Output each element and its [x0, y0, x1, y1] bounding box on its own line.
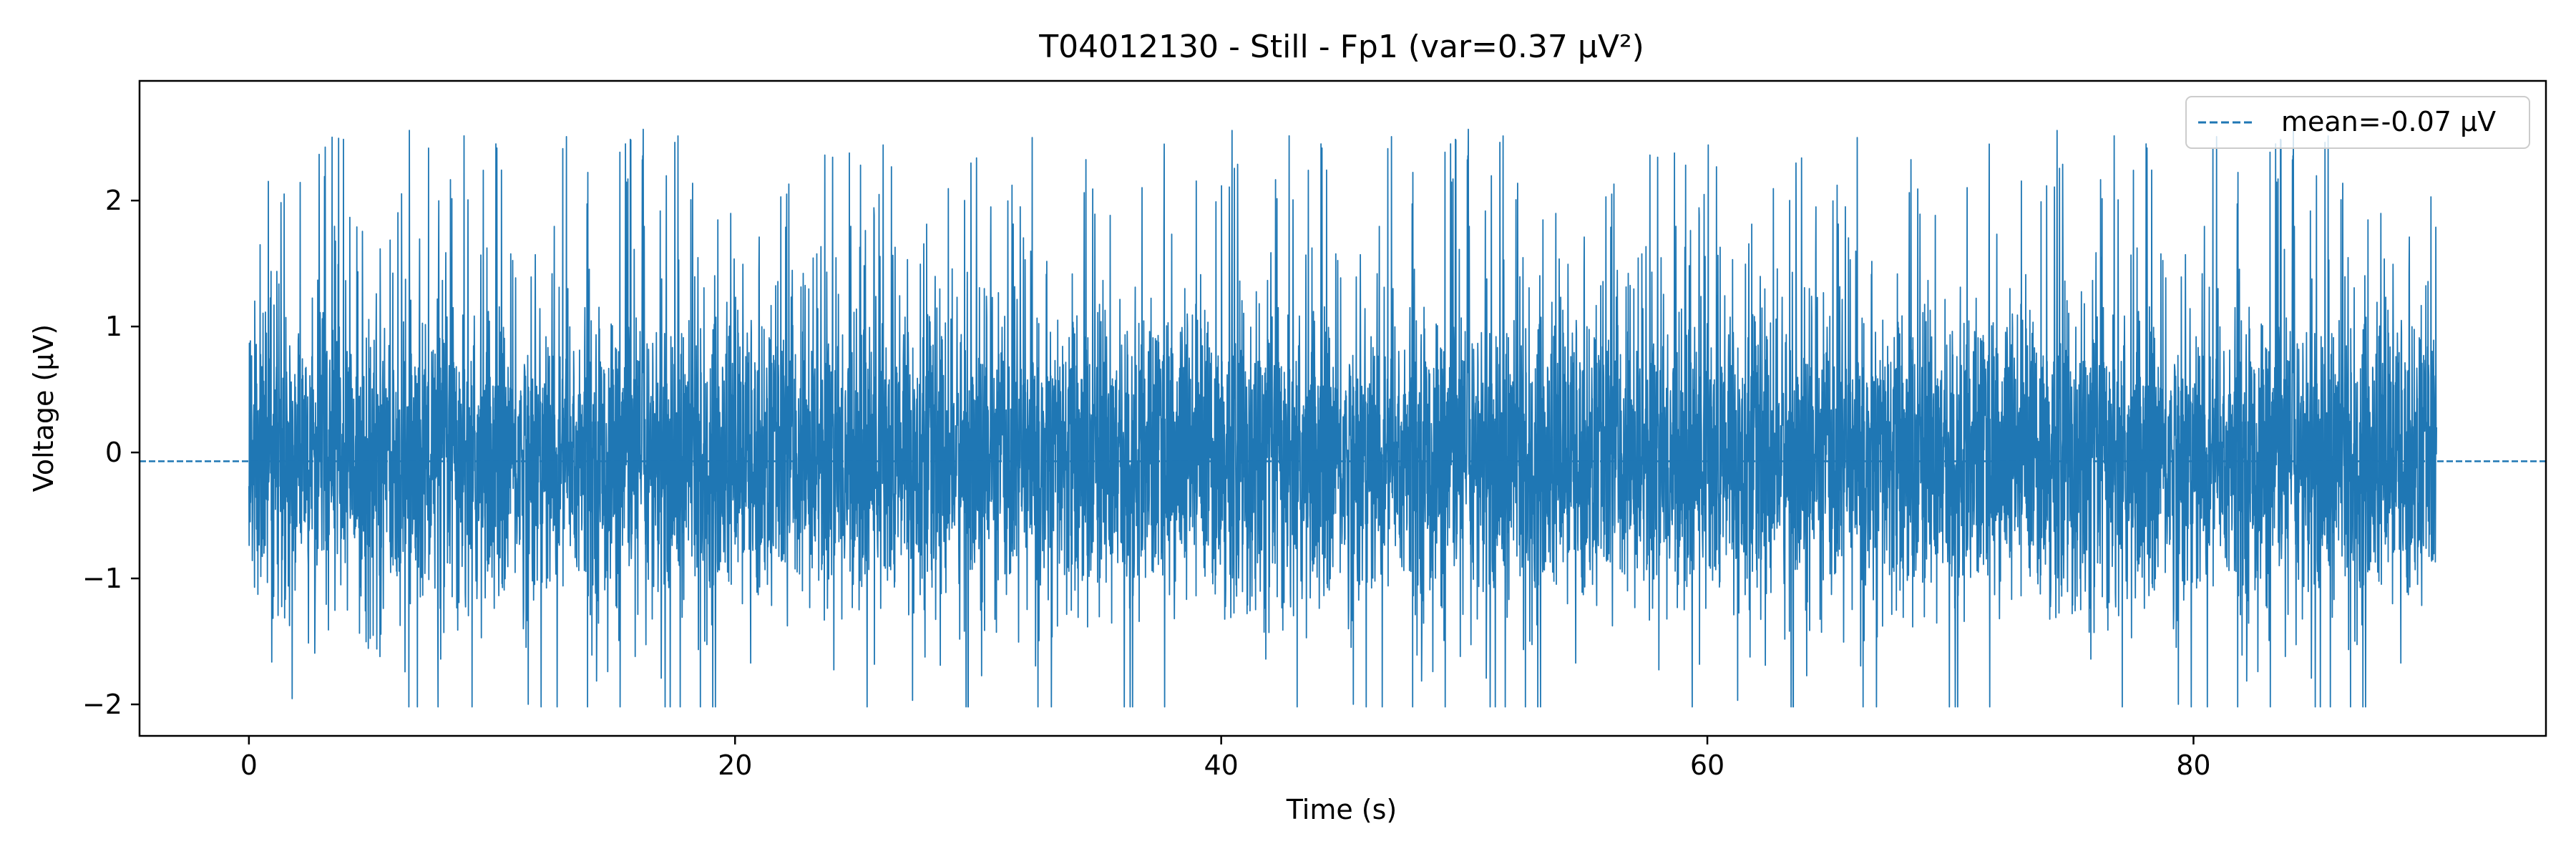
y-axis: −2 −1 0 1 2: [82, 185, 140, 720]
series-layer: [248, 128, 2438, 708]
y-tick-label: 0: [105, 437, 122, 468]
x-tick-label: 60: [1690, 749, 1724, 781]
x-tick-label: 80: [2176, 749, 2210, 781]
x-axis: 0 20 40 60 80: [240, 736, 2211, 781]
x-tick-label: 20: [718, 749, 752, 781]
x-tick-label: 0: [240, 749, 258, 781]
x-axis-label: Time (s): [1286, 794, 1397, 825]
chart-title: T04012130 - Still - Fp1 (var=0.37 µV²): [1038, 29, 1644, 65]
y-axis-label: Voltage (µV): [28, 324, 59, 492]
legend: mean=-0.07 µV: [2185, 96, 2530, 149]
x-tick-label: 40: [1204, 749, 1238, 781]
legend-box: [2185, 96, 2530, 149]
y-tick-label: −1: [82, 563, 122, 594]
legend-label: mean=-0.07 µV: [2281, 106, 2496, 137]
plot-frame: [138, 79, 2547, 737]
y-tick-label: −2: [82, 689, 122, 720]
signal-line: [248, 128, 2438, 708]
y-tick-label: 1: [105, 311, 122, 342]
y-tick-label: 2: [105, 185, 122, 216]
